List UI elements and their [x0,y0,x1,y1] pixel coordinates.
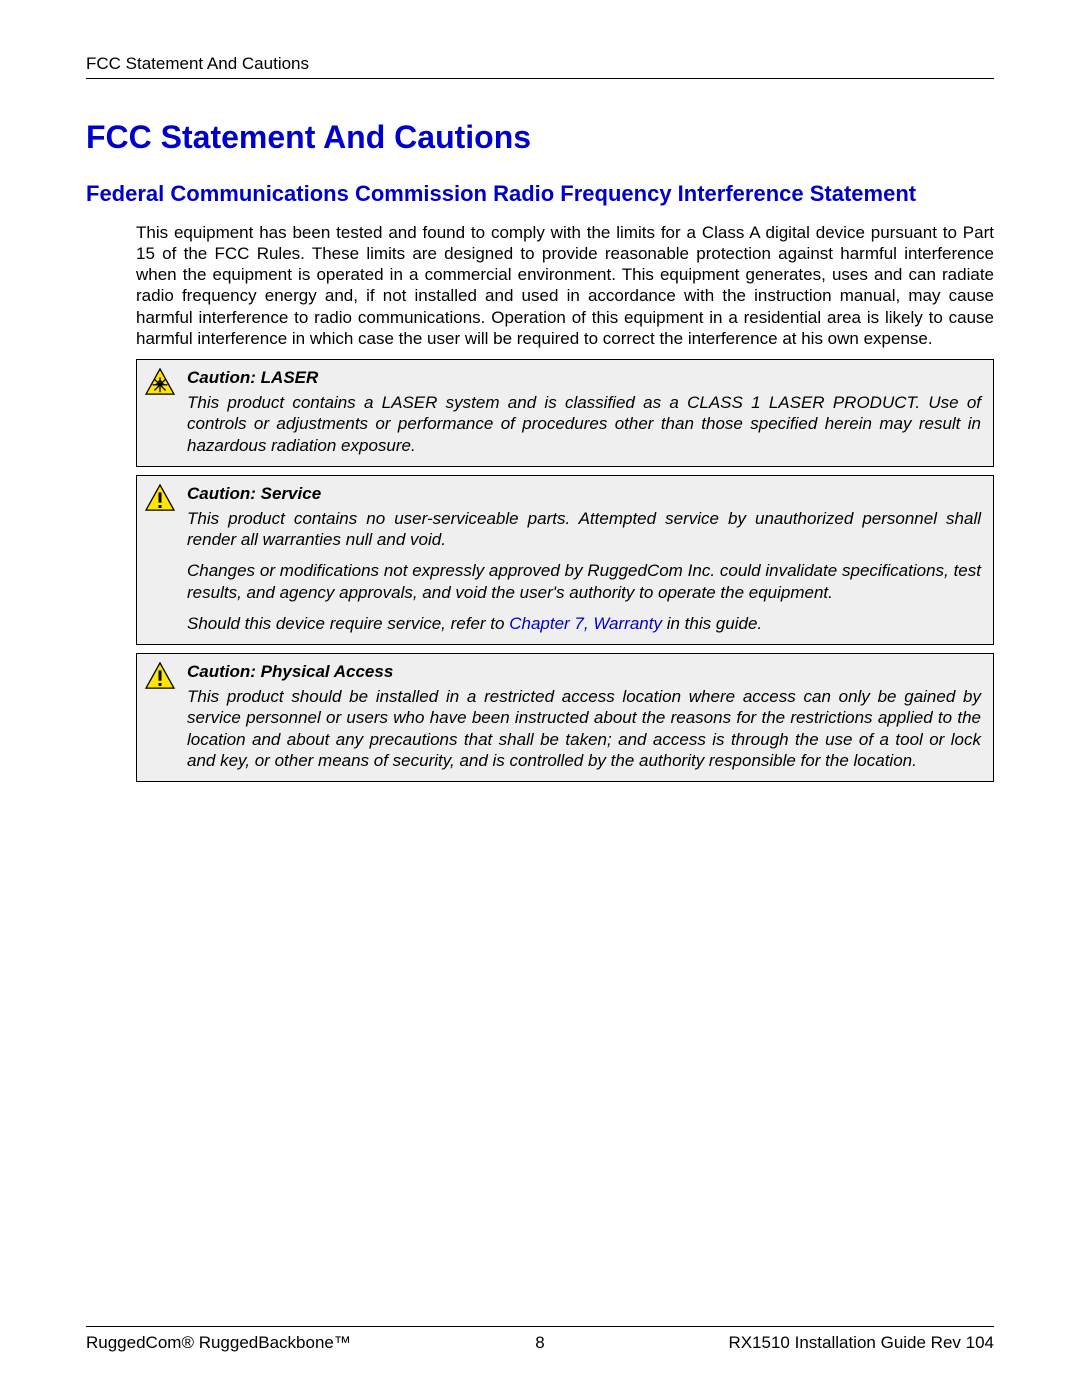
caution-box: Caution: Physical Access This product sho… [136,653,994,782]
caution-title: Caution: Service [187,484,981,504]
caution-paragraph: This product contains a LASER system and… [187,392,981,456]
footer-page-number: 8 [86,1333,994,1353]
caution-icon-cell [137,476,183,644]
caution-body: Caution: Physical Access This product sho… [183,654,993,781]
caution-box: Caution: LASER This product contains a LA… [136,359,994,467]
caution-paragraph: This product contains no user-serviceabl… [187,508,981,551]
page-footer: RuggedCom® RuggedBackbone™ 8 RX1510 Inst… [86,1326,994,1353]
caution-icon-cell [137,360,183,466]
document-page: FCC Statement And Cautions FCC Statement… [0,0,1080,1397]
section-heading: Federal Communications Commission Radio … [86,180,994,208]
caution-paragraph: Changes or modifications not expressly a… [187,560,981,603]
caution-box: Caution: Service This product contains no… [136,475,994,645]
page-title: FCC Statement And Cautions [86,119,994,156]
caution-paragraph: Should this device require service, refe… [187,613,981,634]
caution-body: Caution: Service This product contains no… [183,476,993,644]
section-body: This equipment has been tested and found… [136,222,994,350]
caution-icon-cell [137,654,183,781]
caution-paragraph: This product should be installed in a re… [187,686,981,771]
caution-body: Caution: LASER This product contains a LA… [183,360,993,466]
caution-title: Caution: LASER [187,368,981,388]
cautions-container: Caution: LASER This product contains a LA… [86,359,994,782]
running-header: FCC Statement And Cautions [86,54,994,79]
warning-icon [145,484,175,512]
caution-title: Caution: Physical Access [187,662,981,682]
laser-icon [145,368,175,396]
warning-icon [145,662,175,690]
